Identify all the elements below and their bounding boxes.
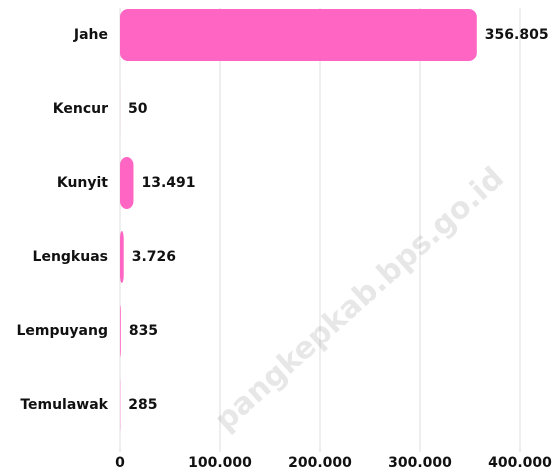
y-tick-label: Kunyit [57, 175, 108, 191]
value-label: 835 [129, 323, 158, 339]
x-tick-label: 400.000 [488, 455, 552, 471]
value-label: 356.805 [485, 27, 549, 43]
x-tick-label: 300.000 [388, 455, 452, 471]
value-label: 13.491 [141, 175, 195, 191]
x-tick-label: 100.000 [188, 455, 252, 471]
y-tick-label: Lengkuas [33, 249, 108, 265]
bar [120, 9, 477, 61]
bar [120, 231, 124, 283]
watermark: pangkepkab.bps.go.id [208, 160, 511, 438]
value-label: 50 [128, 101, 148, 117]
bar-layer [120, 9, 477, 431]
value-label: 3.726 [132, 249, 176, 265]
x-tick-label: 0 [115, 455, 125, 471]
y-tick-label: Lempuyang [16, 323, 108, 339]
bar [120, 305, 121, 357]
x-tick-label: 200.000 [288, 455, 352, 471]
bar [120, 157, 134, 209]
y-tick-label: Kencur [53, 101, 108, 117]
y-tick-label: Jahe [73, 27, 108, 43]
grid-layer [119, 8, 521, 452]
value-label: 285 [128, 397, 157, 413]
y-tick-label: Temulawak [20, 397, 108, 413]
